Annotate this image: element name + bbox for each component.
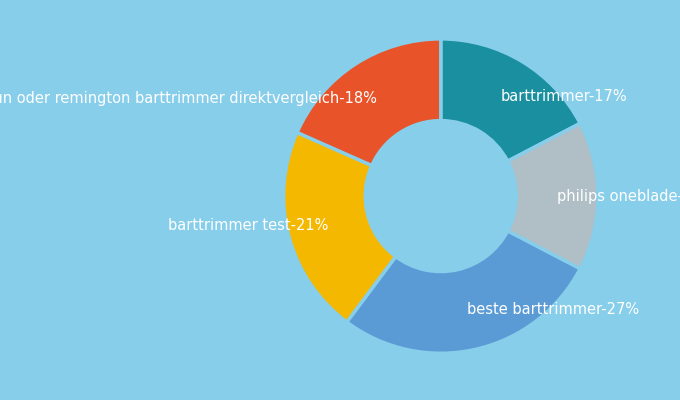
Text: barttrimmer test-21%: barttrimmer test-21%: [168, 218, 328, 233]
Text: braun oder remington barttrimmer direktvergleich-18%: braun oder remington barttrimmer direktv…: [0, 91, 377, 106]
Text: barttrimmer-17%: barttrimmer-17%: [501, 89, 628, 104]
Wedge shape: [441, 39, 580, 161]
Wedge shape: [347, 231, 580, 353]
Wedge shape: [297, 39, 441, 166]
Wedge shape: [508, 123, 598, 269]
Text: beste barttrimmer-27%: beste barttrimmer-27%: [466, 302, 639, 317]
Wedge shape: [284, 132, 396, 322]
Text: philips oneblade-15%: philips oneblade-15%: [557, 188, 680, 204]
